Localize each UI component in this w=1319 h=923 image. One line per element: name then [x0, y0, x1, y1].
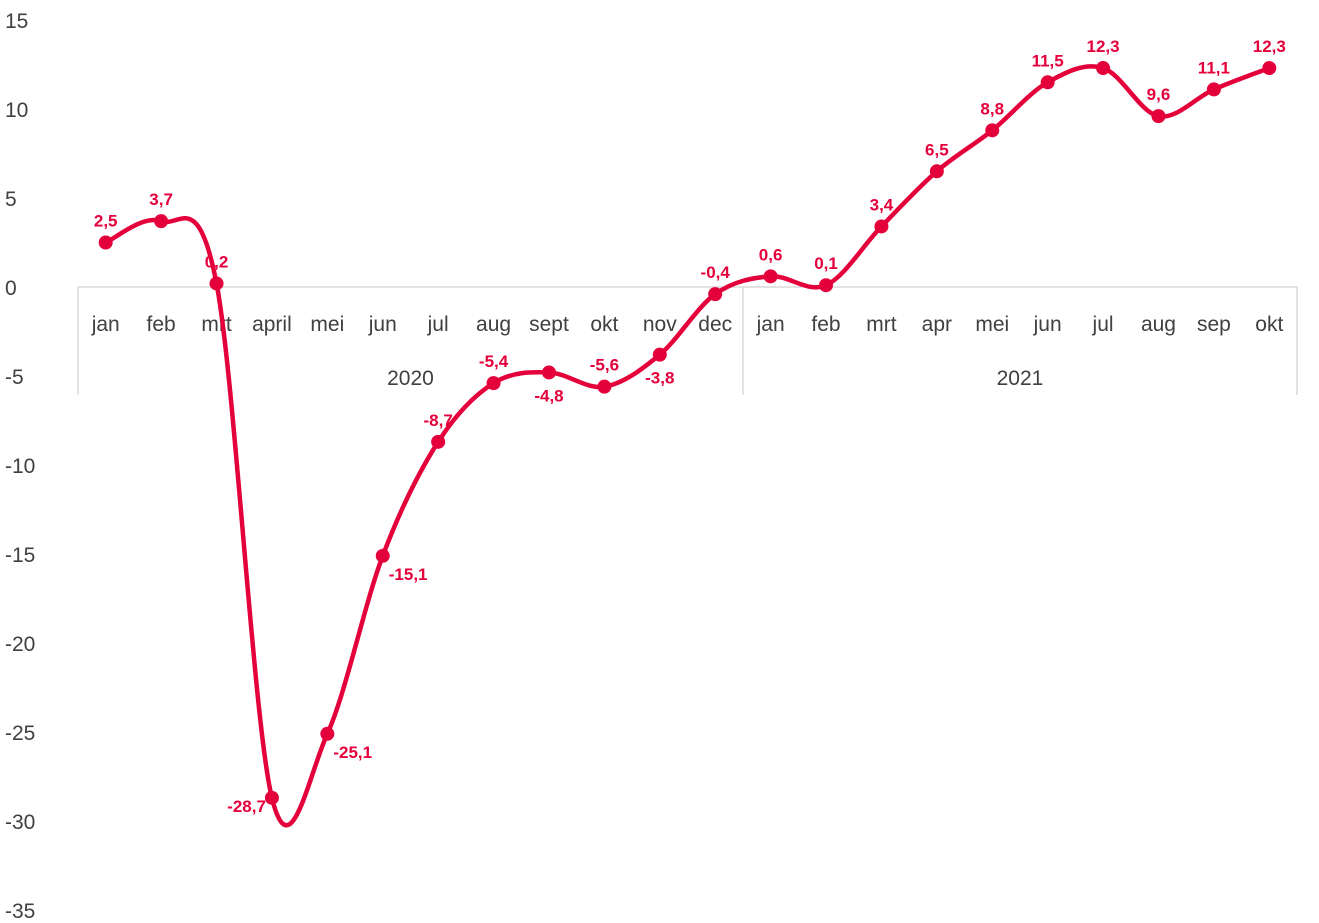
data-labels: 2,5 3,7 0,2 -28,7 -25,1 -15,1 -8,7 -5,4 -4,8 -5,6… [94, 37, 1286, 816]
data-point [1096, 61, 1111, 76]
y-tick-label: -30 [5, 811, 35, 834]
y-tick-label: -15 [5, 544, 35, 567]
x-tick-label: jun [1033, 313, 1062, 336]
data-point [1040, 75, 1055, 90]
x-tick-label: dec [698, 313, 732, 336]
x-tick-label: aug [476, 313, 511, 336]
y-tick-label: -10 [5, 455, 35, 478]
x-tick-label: mrt [866, 313, 896, 336]
data-point [819, 278, 834, 293]
x-tick-label: jul [427, 313, 449, 336]
data-point [1206, 82, 1221, 97]
series-line [103, 64, 1272, 828]
x-axis-ticks: jan feb mrt april mei jun jul aug sept okt nov dec j… [91, 313, 1284, 390]
x-tick-label: april [252, 313, 292, 336]
x-tick-label: mei [975, 313, 1009, 336]
x-tick-label: jul [1092, 313, 1114, 336]
x-tick-label: sept [529, 313, 569, 336]
y-tick-label: 5 [5, 188, 17, 211]
data-point [708, 287, 723, 302]
x-tick-label: feb [811, 313, 840, 336]
data-point [541, 365, 556, 380]
x-tick-label: jan [91, 313, 120, 336]
y-tick-label: 15 [5, 10, 28, 33]
data-point [985, 123, 1000, 138]
data-label: 3,4 [870, 195, 894, 214]
data-point [874, 219, 889, 234]
data-point [264, 790, 279, 805]
x-tick-label: jun [368, 313, 397, 336]
x-tick-label: okt [1255, 313, 1283, 336]
data-label: 2,5 [94, 212, 118, 231]
x-tick-label: jan [756, 313, 785, 336]
data-label: 0,1 [814, 254, 838, 273]
x-tick-label: feb [147, 313, 176, 336]
series-line-layer [103, 64, 1272, 828]
x-tick-label: nov [643, 313, 677, 336]
axis-layer [77, 286, 1298, 395]
y-tick-label: 10 [5, 99, 28, 122]
y-tick-label: -35 [5, 900, 35, 923]
x-tick-label: aug [1141, 313, 1176, 336]
data-label: 12,3 [1253, 37, 1286, 56]
data-label: -25,1 [333, 743, 372, 762]
data-label: 3,7 [149, 190, 173, 209]
data-point [1262, 61, 1277, 76]
data-label: 11,1 [1198, 58, 1230, 77]
y-tick-label: -5 [5, 366, 24, 389]
data-label: -5,4 [479, 352, 509, 371]
data-label: -0,4 [701, 263, 731, 282]
data-label: -3,8 [645, 369, 674, 388]
y-tick-label: -25 [5, 722, 35, 745]
year-group-label: 2021 [997, 367, 1044, 390]
data-point [929, 164, 944, 179]
y-axis-ticks: 15 10 5 0 -5 -10 -15 -20 -25 -30 -35 [5, 10, 35, 923]
x-tick-label: sep [1197, 313, 1231, 336]
data-point [375, 548, 390, 563]
data-label: 6,5 [925, 140, 949, 159]
data-label: 12,3 [1087, 37, 1120, 56]
data-label: 11,5 [1032, 51, 1064, 70]
data-point [597, 379, 612, 394]
data-label: -5,6 [590, 356, 619, 375]
x-tick-label: okt [590, 313, 618, 336]
data-label: -8,7 [424, 411, 453, 430]
data-point [486, 376, 501, 391]
data-label: 9,6 [1147, 85, 1171, 104]
x-tick-label: mei [310, 313, 344, 336]
data-point [763, 269, 778, 284]
x-tick-label: apr [922, 313, 952, 336]
data-point [98, 235, 113, 250]
data-point [320, 726, 335, 741]
data-label: 0,2 [205, 252, 229, 271]
data-label: 0,6 [759, 245, 783, 264]
data-label: -4,8 [534, 386, 563, 405]
data-point [431, 434, 446, 449]
y-tick-label: -20 [5, 633, 35, 656]
data-label: 8,8 [980, 99, 1004, 118]
y-tick-label: 0 [5, 277, 17, 300]
x-tick-label: mrt [201, 313, 231, 336]
year-group-label: 2020 [387, 367, 434, 390]
data-point [209, 276, 224, 291]
data-points [98, 61, 1277, 805]
data-point [1151, 109, 1166, 124]
data-label: -28,7 [227, 797, 266, 816]
data-point [154, 214, 169, 229]
data-label: -15,1 [389, 565, 428, 584]
data-point [652, 347, 667, 362]
